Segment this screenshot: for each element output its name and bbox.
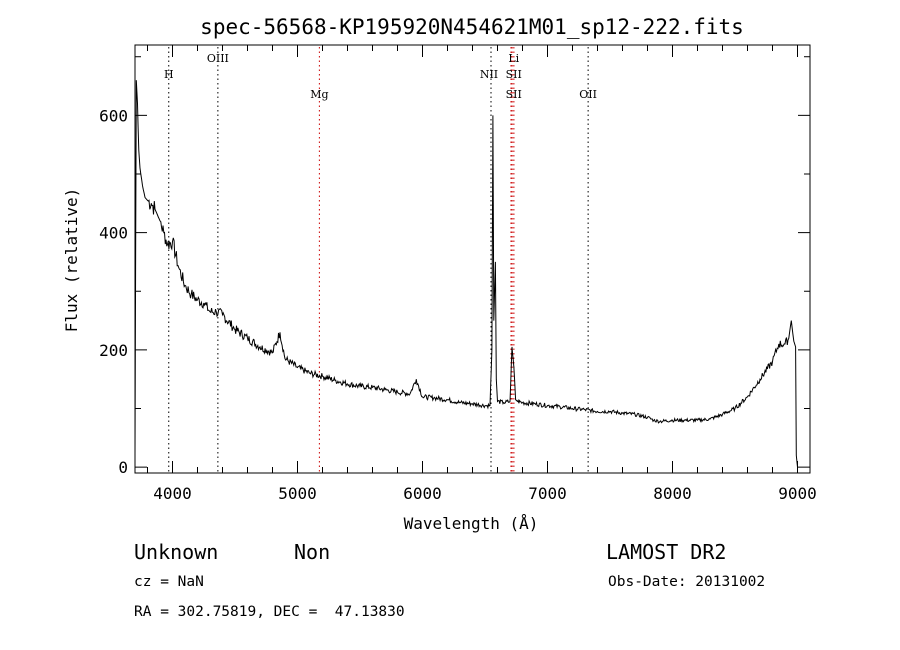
x-tick-label: 5000 xyxy=(278,484,317,503)
x-tick-label: 7000 xyxy=(528,484,567,503)
plot-border xyxy=(134,44,811,474)
x-axis-label: Wavelength (Å) xyxy=(404,514,539,533)
reference-label-h: H xyxy=(164,68,174,81)
y-axis-label: Flux (relative) xyxy=(62,188,81,333)
plot-frame xyxy=(134,44,811,474)
axis-ticks: 4000 5000 6000 7000 8000 9000 0 200 400 600 xyxy=(99,45,817,503)
y-tick-label: 0 xyxy=(118,458,128,477)
reference-label-sii: SII xyxy=(506,88,522,101)
obs-date-label: Obs-Date: 20131002 xyxy=(608,574,766,590)
x-tick-label: 9000 xyxy=(778,484,817,503)
coordinates-label: RA = 302.75819, DEC = 47.13830 xyxy=(134,604,405,620)
redshift-label: cz = NaN xyxy=(134,574,204,590)
y-tick-label: 600 xyxy=(99,106,128,125)
reference-label-mg: Mg xyxy=(310,88,328,101)
y-tick-label: 200 xyxy=(99,341,128,360)
subclass-label: Non xyxy=(294,540,331,564)
classification-label: Unknown xyxy=(134,540,219,564)
spectrum-series-line xyxy=(134,80,798,468)
survey-label: LAMOST DR2 xyxy=(606,540,727,564)
x-tick-label: 8000 xyxy=(653,484,692,503)
y-tick-label: 400 xyxy=(99,224,128,243)
reference-label-oii: OII xyxy=(579,88,597,101)
reference-label-li: Li xyxy=(508,52,519,65)
x-tick-label: 6000 xyxy=(403,484,442,503)
chart-title: spec-56568-KP195920N454621M01_sp12-222.f… xyxy=(200,15,744,39)
reference-label-nii: NII xyxy=(480,68,498,81)
x-tick-label: 4000 xyxy=(153,484,192,503)
reference-label-oiii: OIII xyxy=(207,52,229,65)
